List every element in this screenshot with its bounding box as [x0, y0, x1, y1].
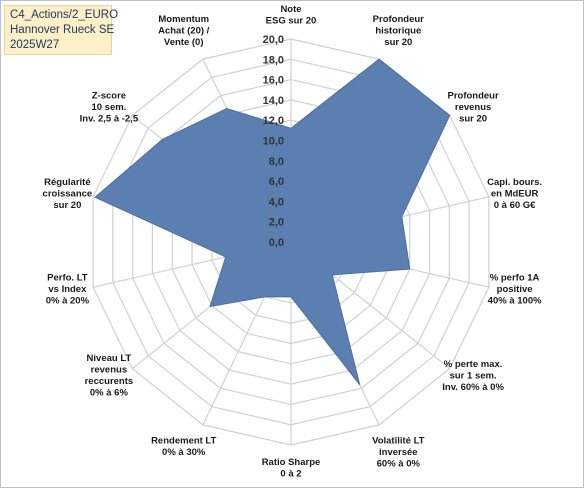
tick-label: 2,0 — [269, 217, 284, 229]
axis-label-line: revenus — [91, 365, 127, 376]
axis-label-line: 0% à 30% — [162, 447, 206, 458]
tick-label: 0,0 — [269, 237, 284, 249]
axis-label-line: Rendement LT — [151, 436, 216, 447]
tick-label: 4,0 — [269, 196, 284, 208]
axis-label: Profondeur revenus sur 20 — [447, 91, 498, 125]
axis-label-line: 0 à 2 — [280, 469, 301, 480]
axis-label-line: Z-score — [92, 91, 126, 102]
axis-label-line: Vente (0) — [164, 37, 204, 48]
tick-label: 16,0 — [263, 75, 284, 87]
axis-label-line: ESG sur 20 — [266, 16, 317, 27]
axis-label: Capi. bours. en MdEUR 0 à 60 G€ — [487, 177, 542, 211]
axis-label-line: en MdEUR — [491, 188, 539, 199]
axis-label-line: 0% à 20% — [46, 296, 90, 307]
axis-label: Profondeur historique sur 20 — [373, 14, 424, 48]
radar-tick-labels: 0,0 2,0 4,0 6,0 8,0 10,0 12,0 14,0 16,0 18,0 20,0 — [263, 34, 284, 249]
axis-label: Volatilité LT inversée 60% à 0% — [372, 436, 425, 470]
axis-label-line: % perfo 1A — [490, 273, 540, 284]
axis-label-line: 0% à 6% — [90, 388, 129, 399]
title-line-company: Hannover Rueck SE — [10, 24, 115, 36]
axis-label-line: positive — [497, 284, 533, 295]
chart-title-box: C4_Actions/2_EURO Hannover Rueck SE 2025… — [4, 5, 119, 55]
axis-label-line: sur 20 — [53, 200, 81, 211]
axis-label-line: sur 1 sem. — [450, 370, 497, 381]
axis-label-line: Momentum — [158, 14, 209, 25]
axis-label: Perfo. LT vs Index 0% à 20% — [46, 273, 90, 307]
radar-axis-labels: Note ESG sur 20 Profondeur historique sur 20… — [43, 4, 543, 480]
axis-label-line: Volatilité LT — [372, 436, 425, 447]
axis-label-line: Inv. 60% à 0% — [442, 382, 504, 393]
axis-label-line: sur 20 — [384, 37, 412, 48]
axis-label-line: Perfo. LT — [47, 273, 88, 284]
axis-label-line: 60% à 0% — [377, 459, 421, 470]
axis-label-line: historique — [375, 25, 421, 36]
axis-label-line: Note — [280, 4, 301, 15]
axis-label: % perfo 1A positive 40% à 100% — [488, 273, 542, 307]
radar-series — [94, 58, 451, 385]
axis-label: Rendement LT 0% à 30% — [151, 436, 216, 459]
title-line-category: C4_Actions/2_EURO — [10, 9, 119, 21]
axis-label-line: Niveau LT — [87, 353, 132, 364]
axis-label: % perte max. sur 1 sem. Inv. 60% à 0% — [442, 359, 504, 393]
axis-label-line: vs Index — [48, 284, 87, 295]
axis-label-line: inversée — [379, 447, 418, 458]
axis-label: Momentum Achat (20) / Vente (0) — [158, 14, 210, 48]
axis-label-line: Profondeur — [447, 91, 498, 102]
axis-label: Régularité croissance sur 20 — [43, 177, 93, 211]
axis-label-line: Régularité — [44, 177, 90, 188]
tick-label: 6,0 — [269, 176, 284, 188]
tick-label: 20,0 — [263, 34, 284, 46]
axis-label-line: 10 sem. — [91, 102, 126, 113]
tick-label: 10,0 — [263, 136, 284, 148]
series-area — [94, 58, 451, 385]
axis-label: Ratio Sharpe 0 à 2 — [262, 457, 321, 480]
axis-label-line: Inv. 2,5 à -2,5 — [80, 114, 139, 125]
axis-label-line: % perte max. — [444, 359, 503, 370]
title-line-week: 2025W27 — [10, 39, 60, 51]
axis-label-line: sur 20 — [459, 114, 487, 125]
axis-label-line: revenus — [455, 102, 491, 113]
axis-label-line: reccurents — [85, 376, 134, 387]
axis-label-line: 0 à 60 G€ — [494, 200, 536, 211]
tick-label: 14,0 — [263, 95, 284, 107]
tick-label: 12,0 — [263, 115, 284, 127]
axis-label-line: Profondeur — [373, 14, 424, 25]
tick-label: 8,0 — [269, 156, 284, 168]
axis-label: Z-score 10 sem. Inv. 2,5 à -2,5 — [80, 91, 139, 125]
axis-label-line: Capi. bours. — [487, 177, 542, 188]
axis-label-line: 40% à 100% — [488, 296, 542, 307]
axis-label: Note ESG sur 20 — [266, 4, 317, 27]
tick-label: 18,0 — [263, 54, 284, 66]
axis-label-line: Ratio Sharpe — [262, 457, 321, 468]
axis-label-line: Achat (20) / — [158, 25, 210, 36]
axis-label: Niveau LT revenus reccurents 0% à 6% — [85, 353, 134, 399]
axis-label-line: croissance — [43, 188, 93, 199]
